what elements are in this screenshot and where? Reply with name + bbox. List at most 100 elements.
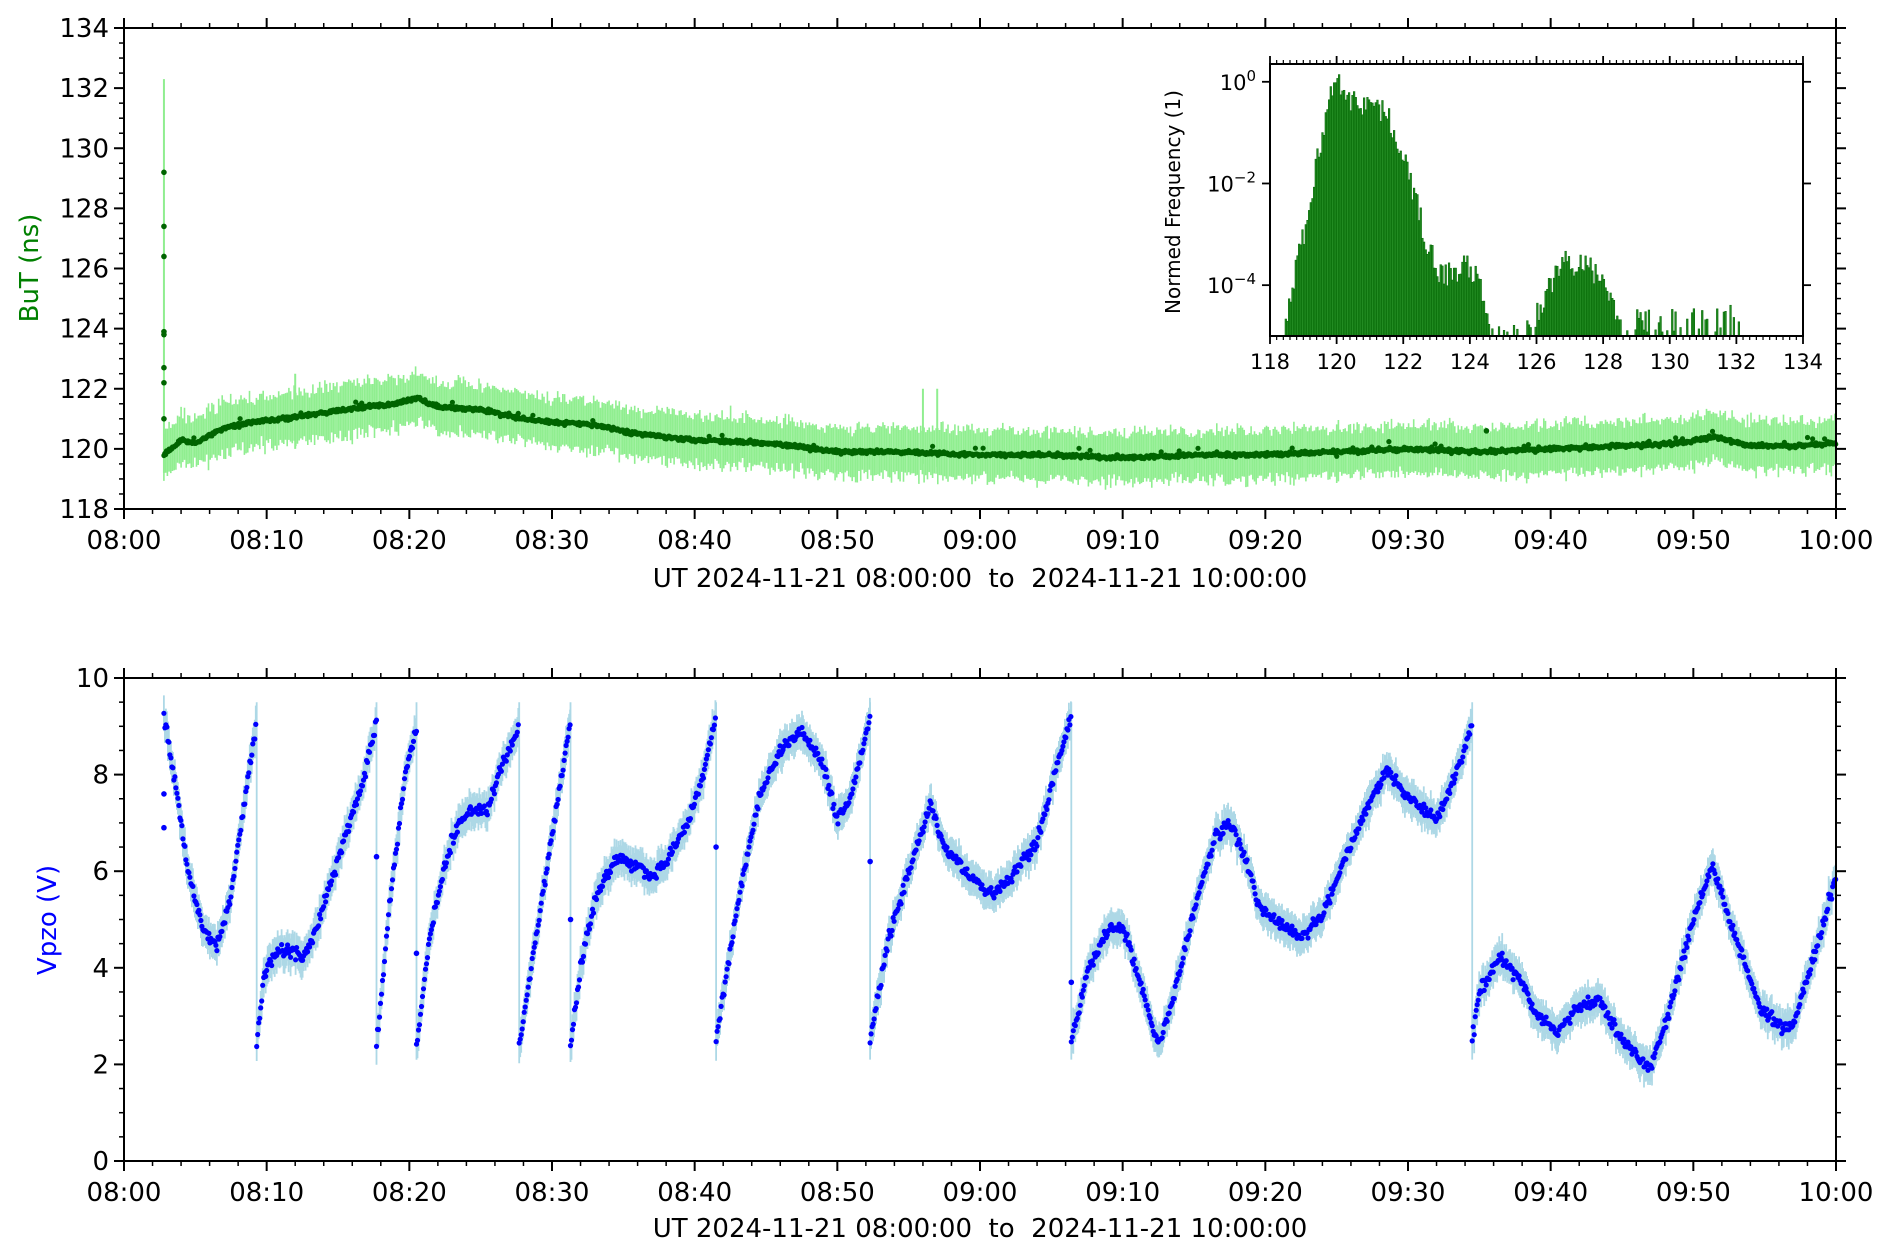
histogram-bar	[1557, 275, 1561, 337]
bottom-data-point	[1612, 1021, 1618, 1027]
bottom-plot-frame	[123, 677, 1837, 1162]
bottom-data-point	[379, 977, 386, 984]
top-data-point	[359, 400, 365, 406]
bottom-data-point	[819, 756, 825, 762]
histogram-bar	[1534, 326, 1537, 337]
bottom-data-point	[388, 886, 395, 892]
bottom-y-tick-label: 4	[92, 954, 109, 984]
bottom-data-point	[1611, 1017, 1617, 1023]
bottom-data-point	[1124, 931, 1130, 937]
bottom-data-point	[1305, 935, 1311, 941]
bottom-data-point	[1720, 894, 1726, 900]
bottom-y-axis-title: Vpzo (V)	[33, 865, 63, 975]
bottom-data-point	[1727, 919, 1733, 925]
bottom-data-point	[170, 765, 176, 771]
histogram-bar	[1447, 262, 1451, 337]
bottom-data-point	[979, 882, 985, 888]
bottom-data-point	[339, 850, 345, 856]
bottom-data-point	[285, 942, 291, 948]
bottom-data-point	[434, 900, 440, 906]
bottom-data-point	[437, 884, 443, 890]
bottom-data-point	[1220, 830, 1226, 837]
bottom-data-point	[427, 931, 433, 937]
bottom-data-point	[1712, 870, 1718, 877]
bottom-data-point	[1236, 837, 1242, 843]
bottom-data-point	[1252, 891, 1258, 897]
bottom-data-point	[988, 885, 994, 891]
bottom-data-point	[1174, 976, 1180, 983]
bottom-data-point	[1815, 943, 1821, 949]
top-y-tick-label: 126	[59, 255, 109, 285]
top-x-tick-label: 09:40	[1513, 526, 1588, 556]
histogram-bar	[1596, 274, 1599, 337]
bottom-data-point	[829, 790, 835, 796]
bottom-data-point	[1100, 939, 1106, 945]
bottom-data-point	[393, 846, 400, 852]
bottom-x-tick-label: 08:10	[229, 1178, 304, 1208]
bottom-data-point	[849, 791, 855, 797]
histogram-bar	[1737, 321, 1740, 337]
bottom-isolated-point	[713, 844, 719, 850]
bottom-y-tick-label: 10	[76, 664, 109, 694]
bottom-data-point	[1759, 1011, 1765, 1017]
bottom-data-point	[777, 743, 783, 749]
bottom-data-point	[507, 748, 513, 754]
bottom-data-point	[1621, 1036, 1627, 1042]
bottom-data-point	[1749, 981, 1755, 987]
bottom-data-point	[235, 842, 241, 848]
bottom-data-point	[1566, 1016, 1572, 1022]
top-data-point	[1195, 445, 1201, 451]
bottom-data-point	[428, 927, 434, 933]
bottom-data-point	[1605, 1010, 1611, 1016]
bottom-data-point	[737, 889, 743, 895]
bottom-data-point	[1271, 912, 1277, 918]
bottom-isolated-point	[1068, 979, 1075, 986]
bottom-data-point	[1829, 896, 1835, 902]
bottom-data-point	[861, 741, 867, 747]
bottom-data-point	[1437, 814, 1443, 820]
histogram-bar	[1349, 110, 1352, 337]
bottom-data-point	[1423, 805, 1429, 811]
histogram-bar	[1576, 271, 1579, 337]
inset-x-tick-label: 126	[1516, 350, 1556, 374]
bottom-data-point	[514, 729, 520, 735]
bottom-data-point	[1330, 886, 1336, 893]
bottom-data-point	[1469, 1038, 1475, 1044]
bottom-data-point	[687, 816, 694, 822]
histogram-bar	[1569, 269, 1572, 337]
bottom-isolated-point	[161, 791, 167, 797]
bottom-data-point	[279, 942, 285, 948]
bottom-data-point	[713, 1039, 719, 1045]
bottom-data-point	[898, 901, 904, 907]
histogram-bar	[1394, 141, 1397, 337]
bottom-data-point	[1440, 806, 1446, 813]
bottom-data-point	[406, 753, 413, 759]
bottom-data-point	[176, 802, 182, 809]
bottom-data-point	[166, 739, 172, 745]
inset-x-tick-label: 134	[1783, 350, 1823, 374]
bottom-data-point	[761, 784, 767, 791]
bottom-panel: 08:00 08:10 08:20 08:30 08:40 08:50 09:00 09:10…	[33, 664, 1873, 1244]
top-x-tick-label: 08:20	[372, 526, 447, 556]
bottom-data-point	[186, 870, 192, 876]
bottom-isolated-point	[413, 950, 420, 957]
bottom-data-point	[1609, 1025, 1615, 1031]
bottom-data-point	[1453, 771, 1459, 777]
histogram-bar	[1318, 156, 1321, 337]
histogram-bar	[1527, 324, 1531, 337]
bottom-data-point	[383, 933, 390, 939]
bottom-data-point	[807, 737, 813, 743]
histogram-bar	[1516, 328, 1519, 337]
bottom-data-point	[944, 844, 950, 850]
bottom-data-point	[542, 882, 548, 888]
top-x-tick-label: 09:20	[1228, 526, 1303, 556]
bottom-data-point	[1681, 948, 1687, 954]
bottom-data-point	[1193, 902, 1199, 908]
bottom-data-point	[1823, 916, 1829, 922]
histogram-bar	[1679, 327, 1682, 337]
bottom-data-point	[997, 888, 1003, 895]
bottom-data-point	[1734, 937, 1740, 943]
bottom-data-point	[1187, 928, 1193, 934]
bottom-data-point	[714, 1028, 720, 1034]
bottom-data-point	[1529, 1001, 1535, 1007]
